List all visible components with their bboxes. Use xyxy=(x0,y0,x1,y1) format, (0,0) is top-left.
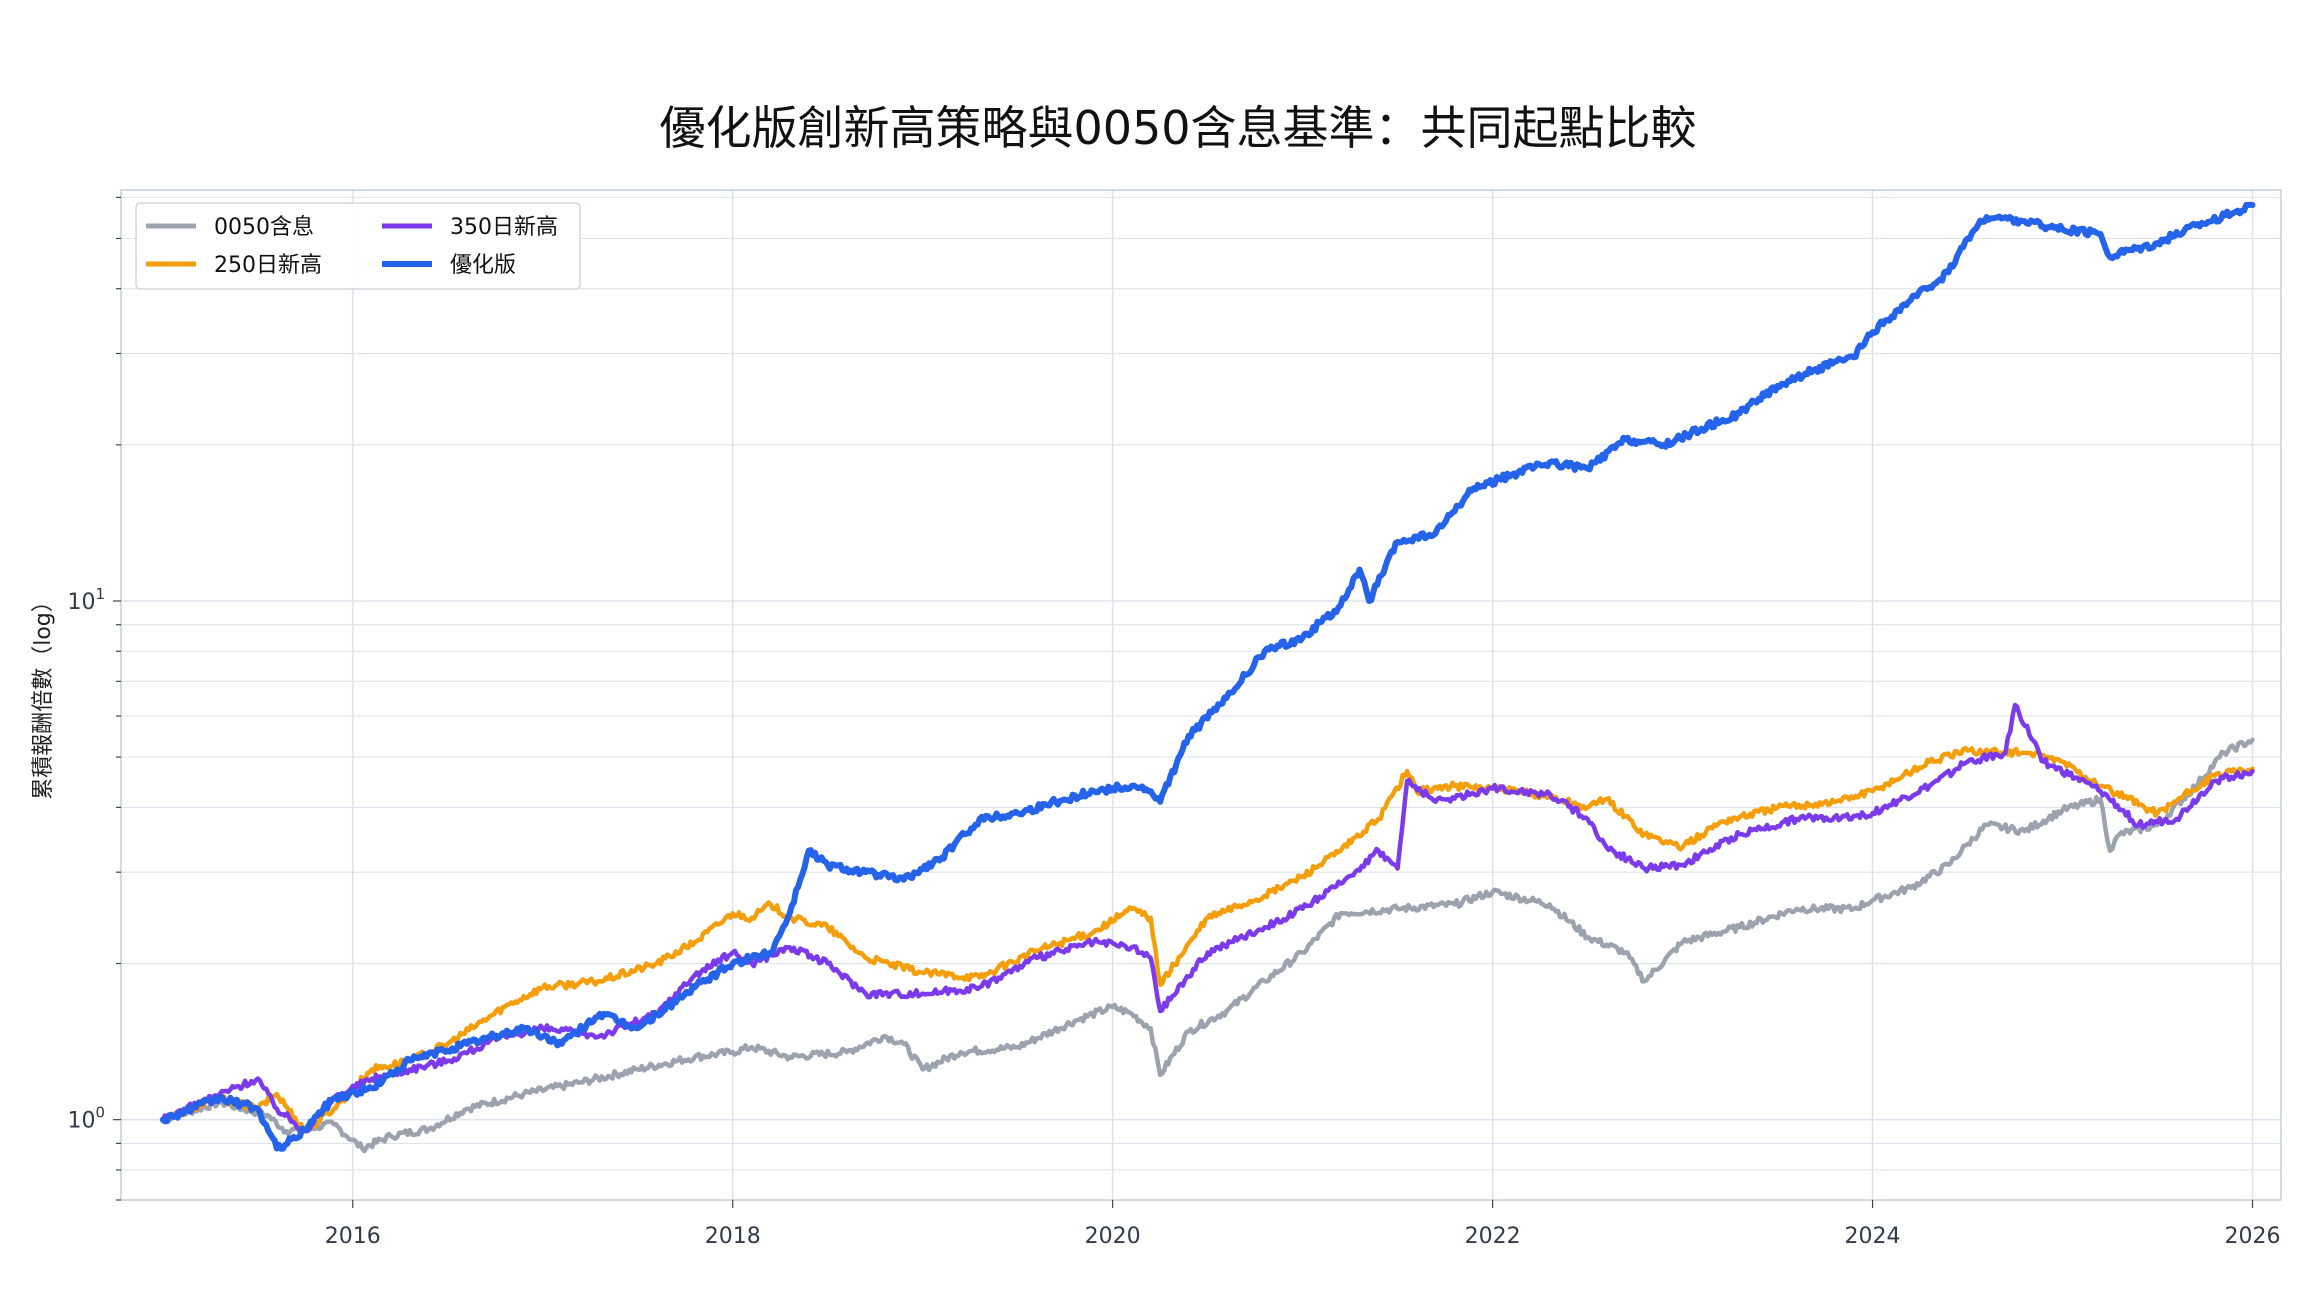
y-tick-label: 100 xyxy=(67,1104,105,1134)
chart-title: 優化版創新高策略與0050含息基準：共同起點比較 xyxy=(659,101,1696,155)
x-tick-label: 2024 xyxy=(1845,1224,1901,1249)
y-axis-label: 累積報酬倍數（log） xyxy=(31,590,56,800)
x-tick-label: 2016 xyxy=(325,1224,381,1249)
grid xyxy=(121,190,2281,1201)
legend-label: 350日新高 xyxy=(450,215,558,240)
legend: 0050含息 350日新高 250日新高 優化版 xyxy=(135,202,581,290)
series-line-4 xyxy=(159,201,2256,1152)
legend-label: 250日新高 xyxy=(214,253,322,278)
x-tick-label: 2022 xyxy=(1465,1224,1521,1249)
series-line-2 xyxy=(160,745,2255,1134)
axes: 2016 2018 2020 2022 2024 2026 100 101 xyxy=(67,196,2281,1249)
legend-label: 0050含息 xyxy=(214,215,314,240)
legend-box xyxy=(135,202,581,290)
series-line-1 xyxy=(160,737,2255,1154)
legend-label: 優化版 xyxy=(450,253,516,278)
x-tick-label: 2018 xyxy=(705,1224,761,1249)
x-tick-label: 2020 xyxy=(1085,1224,1141,1249)
y-tick-label: 101 xyxy=(67,585,105,615)
series-layer xyxy=(159,201,2256,1154)
plot-frame xyxy=(120,189,2282,1201)
x-tick-label: 2026 xyxy=(2225,1224,2281,1249)
